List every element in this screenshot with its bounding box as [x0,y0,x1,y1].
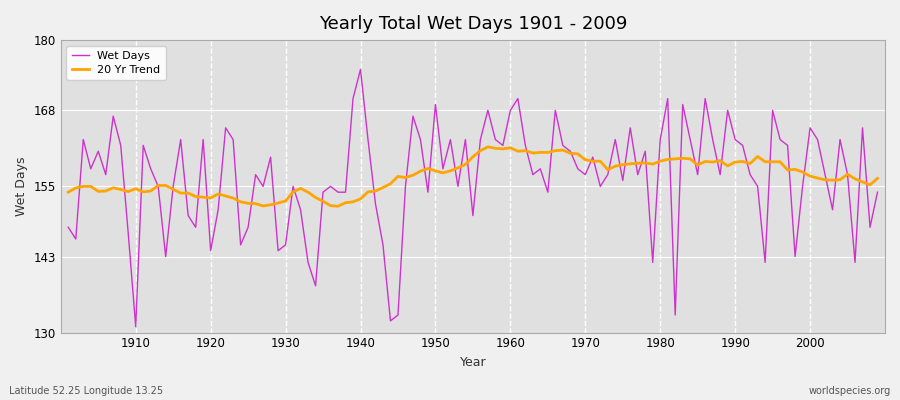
20 Yr Trend [288,190,299,194]
Wet Days [130,324,141,329]
Text: worldspecies.org: worldspecies.org [809,386,891,396]
20 Yr Trend [512,149,523,154]
20 Yr Trend [333,204,344,209]
20 Yr Trend [872,176,883,181]
X-axis label: Year: Year [460,356,486,369]
20 Yr Trend [122,189,133,194]
20 Yr Trend [63,190,74,194]
Text: Latitude 52.25 Longitude 13.25: Latitude 52.25 Longitude 13.25 [9,386,163,396]
Y-axis label: Wet Days: Wet Days [15,156,28,216]
20 Yr Trend [340,200,351,205]
Wet Days [356,67,366,72]
Wet Days [63,225,74,230]
20 Yr Trend [520,148,531,153]
Legend: Wet Days, 20 Yr Trend: Wet Days, 20 Yr Trend [67,46,166,80]
Line: 20 Yr Trend: 20 Yr Trend [68,147,878,206]
Wet Days [295,207,306,212]
Title: Yearly Total Wet Days 1901 - 2009: Yearly Total Wet Days 1901 - 2009 [319,15,627,33]
Line: Wet Days: Wet Days [68,69,878,327]
20 Yr Trend [482,144,493,149]
Wet Days [122,231,133,236]
Wet Days [512,96,523,101]
Wet Days [872,190,883,194]
Wet Days [340,190,351,194]
Wet Days [520,143,531,148]
Wet Days [610,137,621,142]
20 Yr Trend [610,164,621,168]
